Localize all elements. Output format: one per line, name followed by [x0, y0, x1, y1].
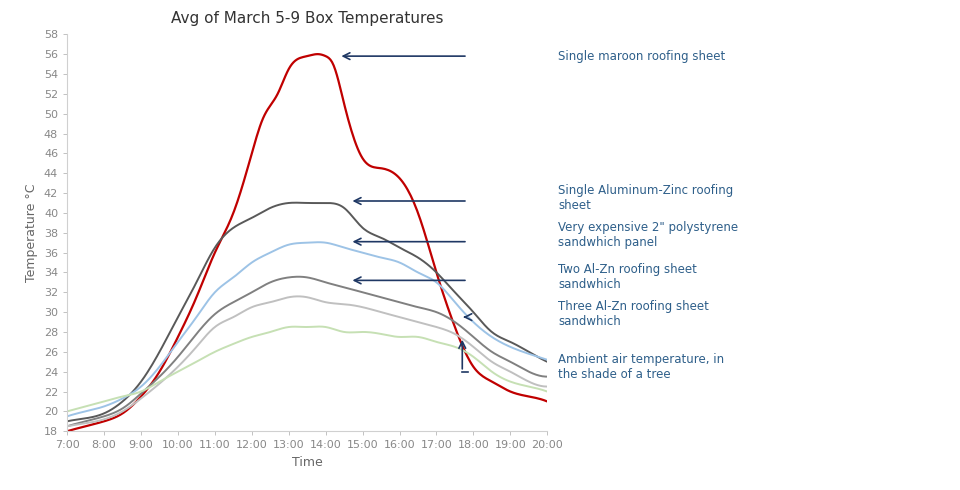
Title: Avg of March 5-9 Box Temperatures: Avg of March 5-9 Box Temperatures	[171, 11, 444, 26]
Text: Very expensive 2" polystyrene
sandwhich panel: Very expensive 2" polystyrene sandwhich …	[559, 220, 738, 249]
Text: Single maroon roofing sheet: Single maroon roofing sheet	[559, 49, 726, 63]
Text: Three Al-Zn roofing sheet
sandwhich: Three Al-Zn roofing sheet sandwhich	[559, 300, 709, 328]
Text: Two Al-Zn roofing sheet
sandwhich: Two Al-Zn roofing sheet sandwhich	[559, 264, 697, 292]
Y-axis label: Temperature °C: Temperature °C	[25, 183, 38, 282]
Text: Ambient air temperature, in
the shade of a tree: Ambient air temperature, in the shade of…	[559, 353, 725, 381]
X-axis label: Time: Time	[292, 456, 323, 469]
Text: Single Aluminum-Zinc roofing
sheet: Single Aluminum-Zinc roofing sheet	[559, 184, 733, 212]
